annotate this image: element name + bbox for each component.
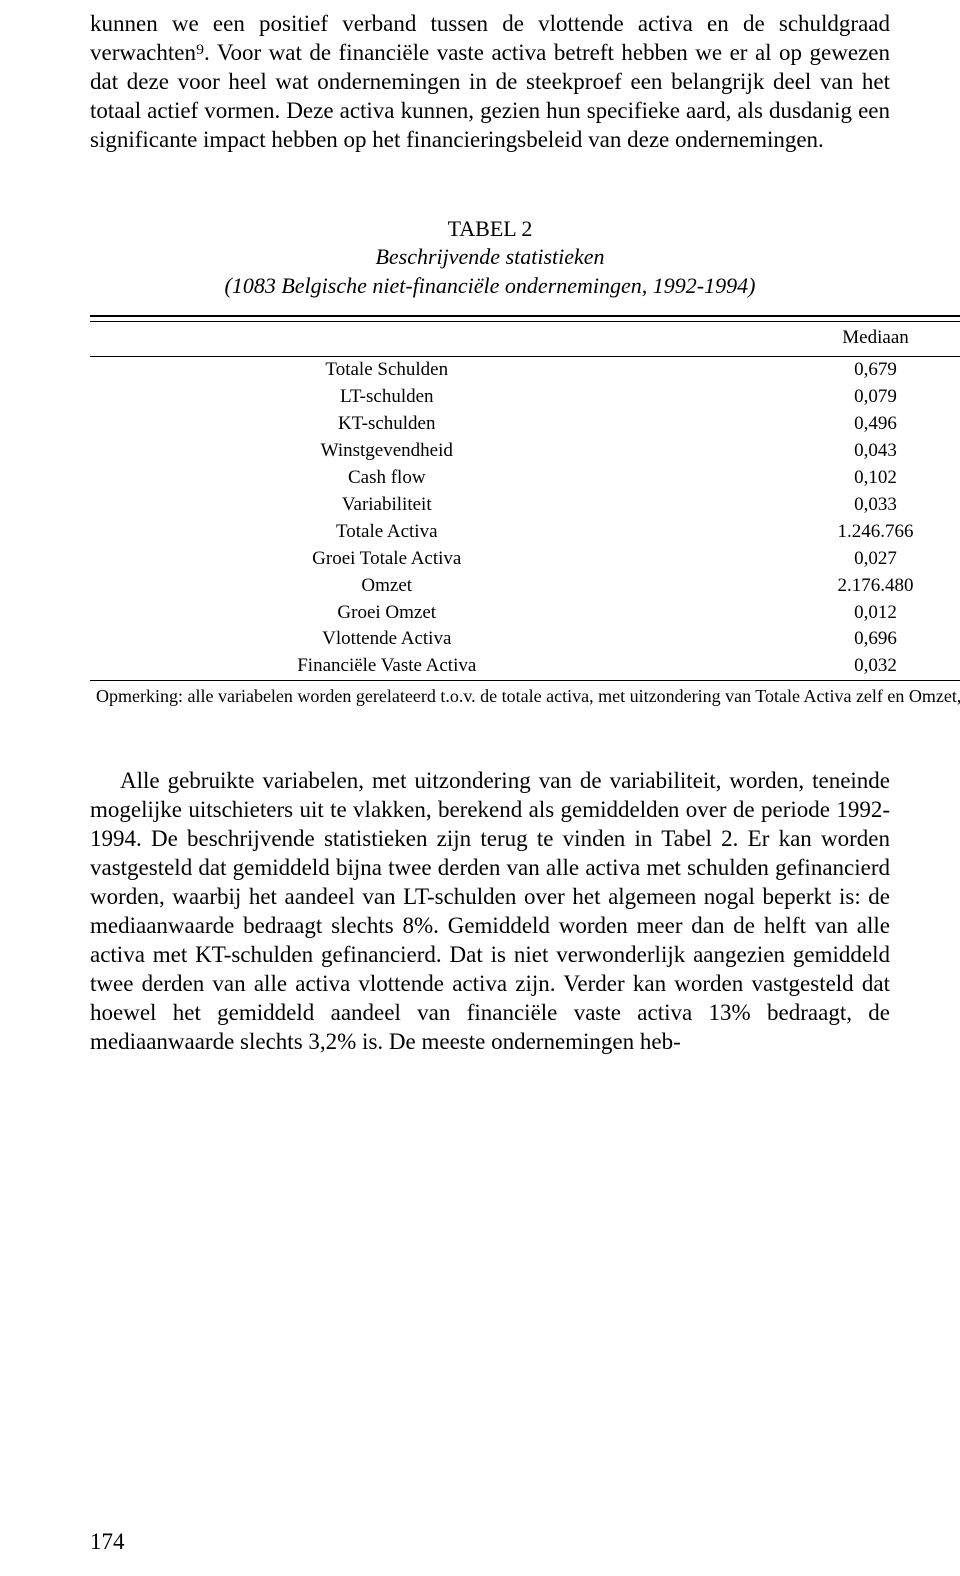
table-footnote: Opmerking: alle variabelen worden gerela… (90, 680, 960, 709)
row-label: Cash flow (90, 464, 684, 491)
table-title-line3: (1083 Belgische niet-financiële ondernem… (90, 272, 890, 301)
table-row: Groei Omzet0,0120,0110,148 (90, 599, 960, 626)
row-label: Omzet (90, 572, 684, 599)
row-mediaan: 0,696 (684, 626, 960, 653)
row-label: Vlottende Activa (90, 626, 684, 653)
table-header-row: Mediaan Gemiddelde Standaardafwijking (90, 321, 960, 356)
header-blank (90, 321, 684, 356)
table-row: Totale Activa1.246.7664.354.24915.862.07… (90, 518, 960, 545)
table-row: KT-schulden0,4960,5160,238 (90, 410, 960, 437)
row-label: KT-schulden (90, 410, 684, 437)
page-number: 174 (90, 1528, 125, 1557)
row-label: Winstgevendheid (90, 437, 684, 464)
row-mediaan: 2.176.480 (684, 572, 960, 599)
row-mediaan: 0,079 (684, 384, 960, 411)
row-label: Variabiliteit (90, 491, 684, 518)
table-row: Variabiliteit0,0330,0480,075 (90, 491, 960, 518)
paragraph-1: kunnen we een positief verband tussen de… (90, 10, 890, 155)
row-mediaan: 0,032 (684, 653, 960, 680)
row-mediaan: 0,679 (684, 356, 960, 383)
row-label: LT-schulden (90, 384, 684, 411)
row-mediaan: 0,027 (684, 545, 960, 572)
header-mediaan: Mediaan (684, 321, 960, 356)
row-label: Totale Activa (90, 518, 684, 545)
table-row: Omzet2.176.4804.874.20810.047.328 (90, 572, 960, 599)
row-mediaan: 0,496 (684, 410, 960, 437)
table-title: TABEL 2 Beschrijvende statistieken (1083… (90, 215, 890, 301)
row-label: Financiële Vaste Activa (90, 653, 684, 680)
table-row: Cash flow0,1020,1160,108 (90, 464, 960, 491)
table-title-line1: TABEL 2 (90, 215, 890, 244)
row-mediaan: 0,033 (684, 491, 960, 518)
table-row: Financiële Vaste Activa0,0320,1300,188 (90, 653, 960, 680)
row-label: Groei Totale Activa (90, 545, 684, 572)
paragraph-2: Alle gebruikte variabelen, met uitzonder… (90, 767, 890, 1057)
row-mediaan: 0,012 (684, 599, 960, 626)
row-mediaan: 0,043 (684, 437, 960, 464)
table-row: Totale Schulden0,6790,6530,207 (90, 356, 960, 383)
row-label: Totale Schulden (90, 356, 684, 383)
statistics-table: Mediaan Gemiddelde Standaardafwijking To… (90, 315, 890, 709)
table-row: Winstgevendheid0,0430,0490,073 (90, 437, 960, 464)
table-body: Totale Schulden0,6790,6530,207LT-schulde… (90, 356, 960, 680)
table-title-line2: Beschrijvende statistieken (90, 243, 890, 272)
table-row: Vlottende Activa0,6960,6660,236 (90, 626, 960, 653)
table-row: Groei Totale Activa0,0270,0370,142 (90, 545, 960, 572)
table-row: LT-schulden0,0790,1370,165 (90, 384, 960, 411)
row-label: Groei Omzet (90, 599, 684, 626)
row-mediaan: 1.246.766 (684, 518, 960, 545)
row-mediaan: 0,102 (684, 464, 960, 491)
